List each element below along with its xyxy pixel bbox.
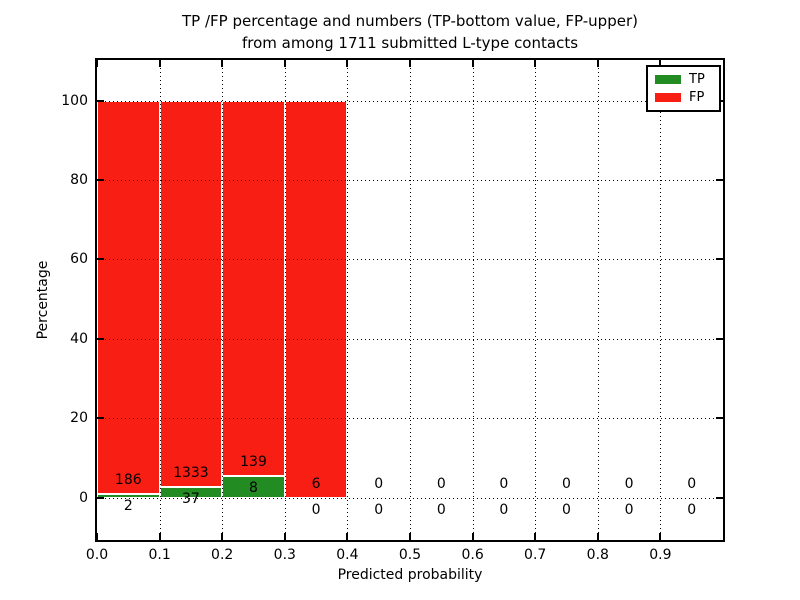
x-tick-label: 0.9 — [649, 547, 672, 563]
fp-count-label: 1333 — [173, 465, 209, 482]
x-tick-top — [346, 60, 349, 67]
fp-count-label: 0 — [374, 475, 384, 492]
y-tick-label: 80 — [70, 172, 88, 188]
x-tick-top — [221, 60, 224, 67]
tp-count-label: 0 — [436, 501, 446, 518]
bar-segment-tp — [97, 493, 160, 498]
bar-segment-fp — [222, 100, 285, 477]
legend-entry-fp: FP — [655, 89, 719, 105]
legend-label-tp: TP — [689, 71, 705, 87]
gridline-vertical — [472, 60, 474, 540]
tp-count-label: 0 — [499, 501, 509, 518]
tp-count-label: 0 — [687, 501, 697, 518]
chart-title-line1: TP /FP percentage and numbers (TP-bottom… — [182, 12, 638, 30]
x-tick-label: 0.1 — [148, 547, 171, 563]
legend-swatch-tp — [655, 75, 681, 84]
y-tick-left — [97, 337, 104, 340]
tp-count-label: 0 — [311, 501, 321, 518]
fp-count-label: 0 — [499, 475, 509, 492]
x-tick-bottom — [346, 533, 349, 540]
legend: TP FP — [646, 65, 721, 112]
x-tick-label: 0.0 — [85, 547, 109, 563]
x-tick-bottom — [534, 533, 537, 540]
gridline-vertical — [159, 60, 161, 540]
tp-count-label: 8 — [249, 480, 258, 497]
y-axis-label: Percentage — [35, 260, 51, 340]
plot-area: 186 2 1333 37 139 8 6 0 0 0 0 0 0 0 0 0 0 0 0 0 — [96, 60, 723, 540]
tp-count-label: 2 — [123, 497, 133, 514]
legend-entry-tp: TP — [655, 71, 719, 87]
x-tick-bottom — [221, 533, 224, 540]
fp-count-label: 186 — [114, 471, 142, 488]
x-tick-label: 0.3 — [273, 547, 296, 563]
gridline-vertical — [284, 60, 286, 540]
x-tick-top — [471, 60, 474, 67]
gridline-vertical — [660, 60, 662, 540]
y-tick-left — [97, 417, 104, 420]
fp-count-label: 0 — [436, 475, 446, 492]
tp-count-label: 0 — [624, 501, 634, 518]
y-tick-label: 20 — [70, 410, 88, 427]
y-tick-left — [97, 496, 104, 499]
gridline-vertical — [410, 60, 411, 540]
x-tick-bottom — [96, 533, 98, 540]
y-tick-right — [716, 417, 723, 420]
chart-title-line2: from among 1711 submitted L-type contact… — [241, 34, 579, 52]
x-tick-top — [283, 60, 286, 67]
x-tick-bottom — [471, 533, 474, 540]
bar-segment-fp — [284, 100, 348, 498]
y-tick-left — [97, 99, 104, 102]
bar-segment-fp — [159, 100, 223, 488]
y-tick-right — [716, 179, 723, 181]
gridline-vertical — [597, 60, 599, 540]
tp-count-label: 37 — [181, 491, 200, 508]
x-tick-top — [409, 60, 411, 67]
fp-count-label: 139 — [240, 454, 267, 471]
plot-border — [95, 58, 725, 542]
x-tick-top — [596, 60, 599, 67]
tp-count-label: 0 — [374, 501, 384, 518]
y-tick-right — [716, 496, 723, 499]
x-tick-label: 0.2 — [211, 547, 234, 563]
fp-count-label: 0 — [562, 475, 571, 492]
fp-count-label: 6 — [311, 475, 321, 492]
fp-count-label: 0 — [687, 475, 697, 492]
x-tick-bottom — [283, 533, 286, 540]
y-tick-right — [716, 337, 723, 340]
y-tick-left — [97, 179, 104, 181]
y-tick-label: 60 — [70, 251, 88, 268]
tp-count-label: 0 — [562, 501, 571, 518]
gridline-vertical — [222, 60, 224, 540]
gridline-vertical — [535, 60, 537, 540]
chart-title: TP /FP percentage and numbers (TP-bottom… — [97, 10, 723, 54]
x-tick-bottom — [596, 533, 599, 540]
bar-segment-fp — [97, 100, 160, 494]
fp-count-label: 0 — [624, 475, 634, 492]
y-tick-label: 40 — [70, 330, 88, 347]
x-tick-top — [659, 60, 662, 67]
y-tick-right — [716, 258, 723, 261]
gridline-vertical — [347, 60, 349, 540]
y-tick-label: 0 — [79, 489, 88, 506]
x-tick-label: 0.6 — [461, 547, 484, 563]
x-tick-top — [96, 60, 98, 67]
x-tick-label: 0.4 — [336, 547, 359, 563]
y-tick-label: 100 — [61, 92, 88, 109]
x-tick-label: 0.8 — [586, 547, 609, 563]
legend-swatch-fp — [655, 93, 681, 102]
x-tick-bottom — [158, 533, 161, 540]
x-tick-bottom — [659, 533, 662, 540]
x-tick-bottom — [409, 533, 411, 540]
y-tick-left — [97, 258, 104, 261]
x-tick-top — [158, 60, 161, 67]
x-tick-label: 0.7 — [524, 547, 547, 563]
legend-label-fp: FP — [689, 89, 705, 105]
x-axis-label: Predicted probability — [337, 567, 483, 583]
x-tick-label: 0.5 — [398, 547, 422, 563]
x-tick-top — [534, 60, 537, 67]
